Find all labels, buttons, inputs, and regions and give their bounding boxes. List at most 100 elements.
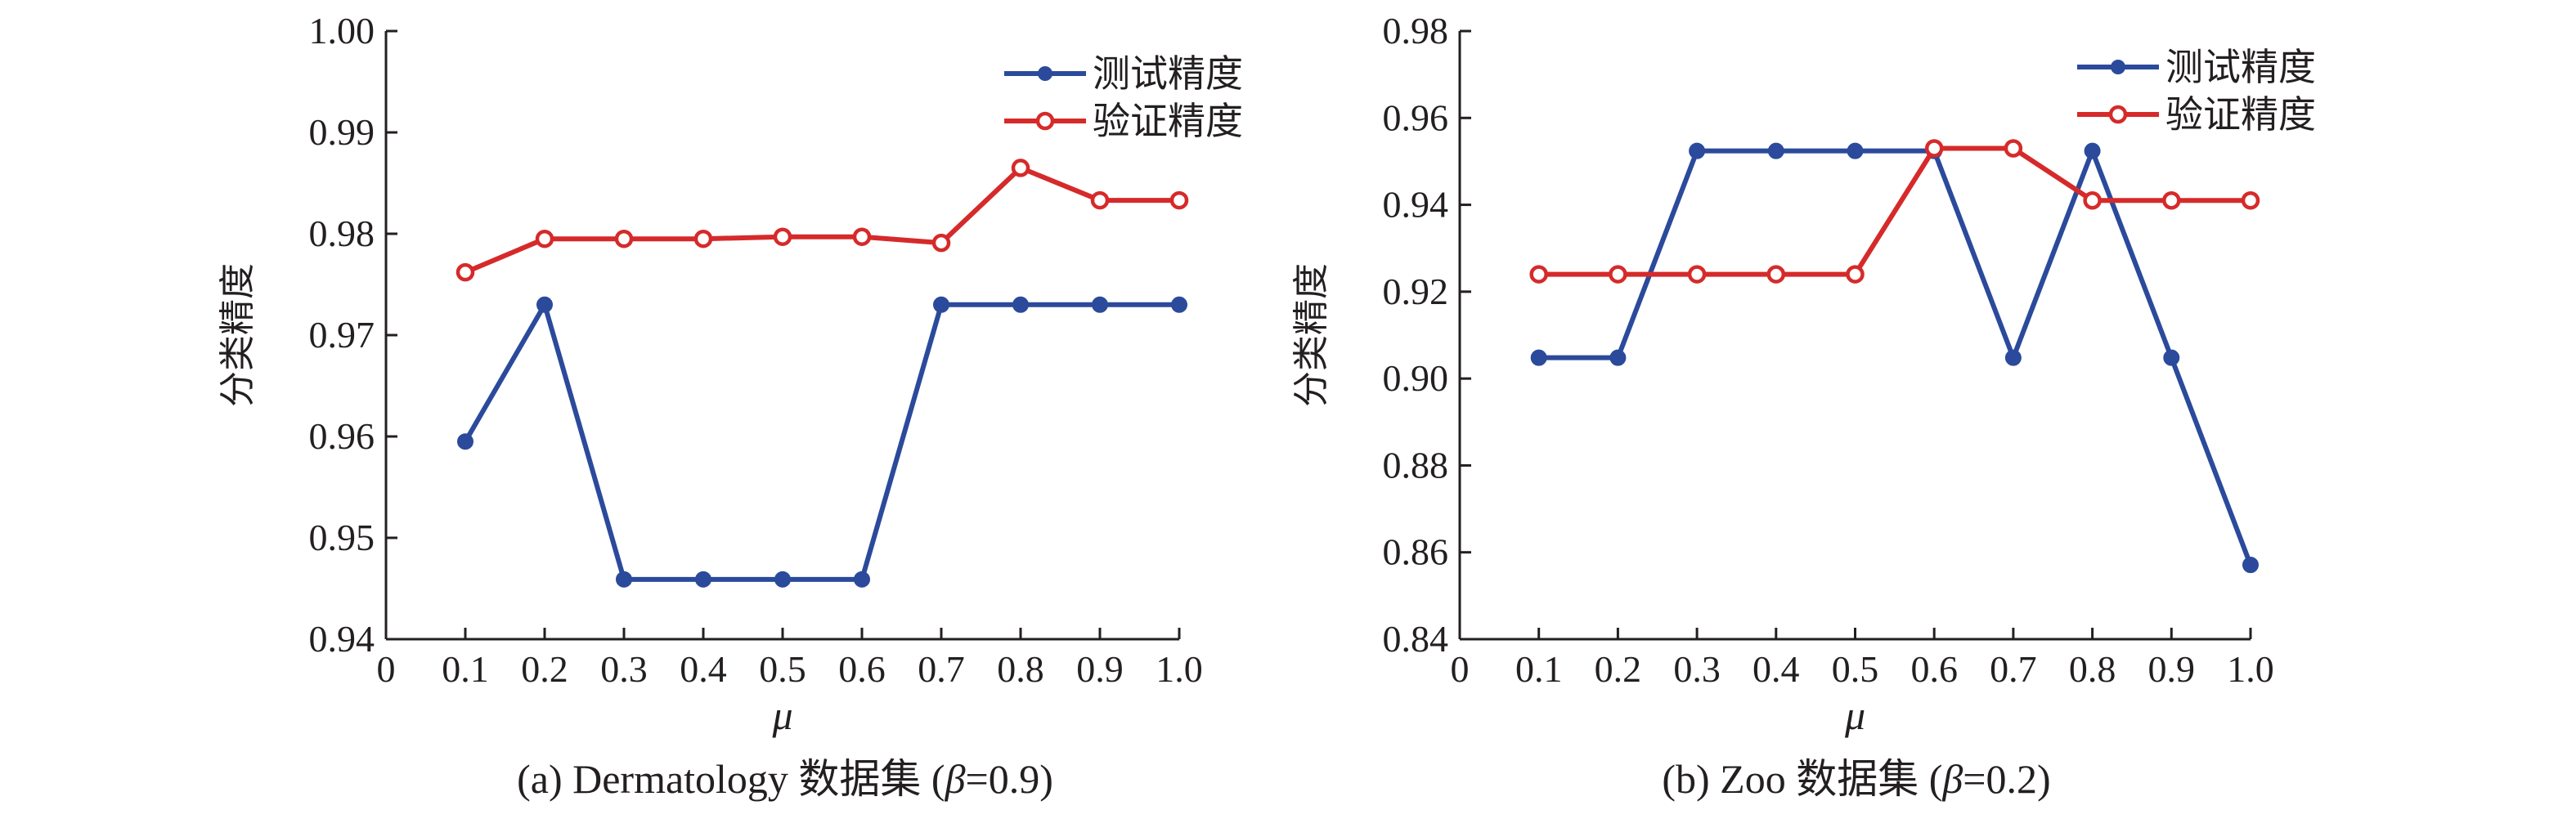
series-line: [1539, 148, 2251, 274]
data-point: [1172, 193, 1187, 208]
y-axis-label: 分类精度: [1290, 263, 1332, 407]
data-point: [1532, 267, 1546, 282]
data-point: [775, 230, 790, 244]
y-tick-label: 0.96: [1383, 96, 1449, 138]
data-point: [1093, 298, 1107, 312]
x-tick-label: 0.4: [680, 648, 727, 690]
data-point: [2243, 193, 2258, 208]
data-point: [934, 298, 949, 312]
caption-prefix: (b) Zoo 数据集 (: [1662, 756, 1942, 802]
x-axis-label: μ: [1844, 692, 1865, 738]
y-tick-label: 0.92: [1383, 271, 1449, 312]
legend-item: 验证精度: [2077, 92, 2316, 136]
x-tick-label: 0.9: [2148, 648, 2196, 690]
y-tick-label: 0.94: [309, 618, 375, 660]
y-tick-label: 0.98: [1383, 10, 1449, 51]
data-point: [1927, 141, 1941, 155]
x-tick-label: 0.7: [1990, 648, 2037, 690]
series-test: [458, 298, 1187, 587]
data-point: [617, 572, 631, 587]
x-tick-label: 0.3: [600, 648, 648, 690]
caption-suffix: =0.9): [966, 756, 1053, 802]
data-point: [2164, 193, 2179, 208]
series-line: [465, 168, 1179, 272]
data-point: [1690, 267, 1704, 282]
caption-beta: β: [945, 756, 966, 802]
y-tick-label: 0.86: [1383, 531, 1449, 573]
data-point: [1610, 351, 1625, 365]
y-tick-label: 0.96: [309, 415, 375, 457]
data-point: [537, 231, 552, 246]
data-point: [1610, 267, 1625, 282]
legend-label: 测试精度: [1093, 51, 1243, 96]
caption-suffix: =0.2): [1963, 756, 2050, 802]
y-axis-label: 分类精度: [217, 263, 258, 407]
x-tick-label: 0.1: [442, 648, 489, 690]
x-tick-label: 0.8: [2069, 648, 2116, 690]
x-tick-label: 0.3: [1673, 648, 1721, 690]
data-point: [617, 231, 631, 246]
legend-label: 验证精度: [2165, 92, 2316, 136]
legend-label: 验证精度: [1093, 99, 1243, 143]
x-tick-label: 0.1: [1515, 648, 1563, 690]
x-tick-label: 0: [377, 648, 396, 690]
y-tick-label: 0.98: [309, 213, 375, 254]
legend-item: 测试精度: [1004, 51, 1243, 96]
data-point: [1848, 267, 1863, 282]
data-point: [2085, 144, 2100, 159]
x-tick-label: 0.4: [1752, 648, 1800, 690]
chart-panel-b: 0.84 0.86 0.88 0.90 0.92 0.94 0.96 0.98 0 0.1 0.2 0…: [1290, 10, 2316, 802]
data-point: [1848, 144, 1863, 159]
legend-item: 测试精度: [2077, 45, 2316, 89]
data-point: [1769, 144, 1784, 159]
data-point: [1532, 351, 1546, 365]
data-point: [1769, 267, 1784, 282]
series-line: [465, 305, 1179, 580]
data-point: [2006, 351, 2021, 365]
legend-marker: [1038, 114, 1052, 128]
caption-prefix: (a) Dermatology 数据集 (: [517, 756, 945, 802]
y-tick-label: 0.97: [309, 314, 375, 356]
data-point: [1172, 298, 1187, 312]
x-tick-label: 0.5: [759, 648, 806, 690]
data-point: [458, 265, 473, 280]
x-tick-label: 0.2: [1595, 648, 1642, 690]
data-point: [855, 230, 869, 244]
y-tick-label: 1.00: [309, 10, 375, 51]
data-point: [855, 572, 869, 587]
legend-marker: [2111, 107, 2125, 122]
y-tick-label: 0.84: [1383, 618, 1449, 660]
x-tick-label: 1.0: [2227, 648, 2274, 690]
data-point: [2085, 193, 2100, 208]
caption-beta: β: [1941, 756, 1963, 802]
y-tick-label: 0.90: [1383, 357, 1449, 399]
y-tick-label: 0.88: [1383, 444, 1449, 486]
y-tick-label: 0.94: [1383, 184, 1449, 226]
series-validation: [1532, 141, 2258, 281]
data-point: [2164, 351, 2179, 365]
x-tick-label: 0.7: [918, 648, 965, 690]
data-point: [696, 231, 711, 246]
x-tick-label: 0.5: [1832, 648, 1879, 690]
x-tick-label: 0.8: [997, 648, 1044, 690]
data-point: [775, 572, 790, 587]
x-tick-label: 0.9: [1076, 648, 1124, 690]
data-point: [1013, 160, 1028, 175]
data-point: [1093, 193, 1107, 208]
x-tick-label: 0: [1451, 648, 1470, 690]
subfigure-caption: (a) Dermatology 数据集 (β=0.9): [517, 756, 1053, 802]
data-point: [2243, 557, 2258, 572]
data-point: [458, 434, 473, 449]
data-point: [934, 235, 949, 250]
x-tick-label: 0.6: [1910, 648, 1958, 690]
subfigure-caption: (b) Zoo 数据集 (β=0.2): [1662, 756, 2050, 802]
x-tick-label: 0.2: [521, 648, 568, 690]
data-point: [1690, 144, 1704, 159]
x-tick-label: 0.6: [838, 648, 886, 690]
legend-item: 验证精度: [1004, 99, 1243, 143]
legend-marker: [1038, 66, 1052, 81]
data-point: [1013, 298, 1028, 312]
legend-marker: [2111, 60, 2125, 74]
y-tick-label: 0.99: [309, 111, 375, 153]
